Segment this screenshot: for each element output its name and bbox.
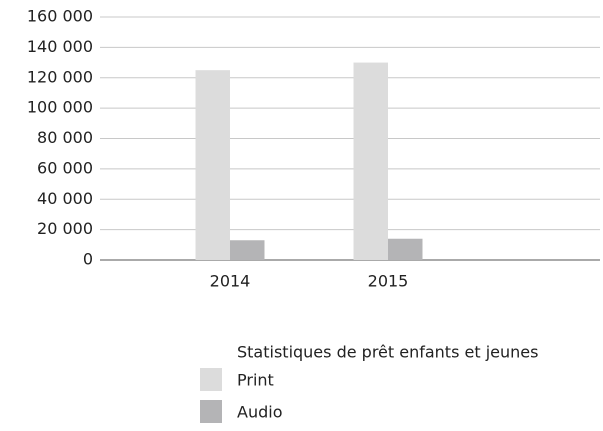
x-tick-label: 2015 [368, 272, 409, 291]
bar [195, 70, 230, 260]
y-tick-label: 40 000 [37, 189, 93, 208]
y-tick-label: 100 000 [27, 98, 93, 117]
legend-label: Print [237, 371, 274, 390]
y-tick-label: 160 000 [27, 7, 93, 26]
legend-label: Audio [237, 403, 282, 422]
y-tick-label: 120 000 [27, 67, 93, 86]
y-tick-label: 80 000 [37, 128, 93, 147]
bar [230, 240, 265, 260]
legend-swatch [200, 400, 222, 423]
y-tick-label: 140 000 [27, 37, 93, 56]
y-tick-label: 60 000 [37, 158, 93, 177]
y-tick-label: 0 [83, 250, 93, 269]
x-tick-label: 2014 [210, 272, 251, 291]
legend-title: Statistiques de prêt enfants et jeunes [237, 343, 538, 362]
bar [388, 238, 423, 260]
legend-swatch [200, 368, 222, 391]
y-tick-label: 20 000 [37, 219, 93, 238]
bar [353, 62, 388, 260]
